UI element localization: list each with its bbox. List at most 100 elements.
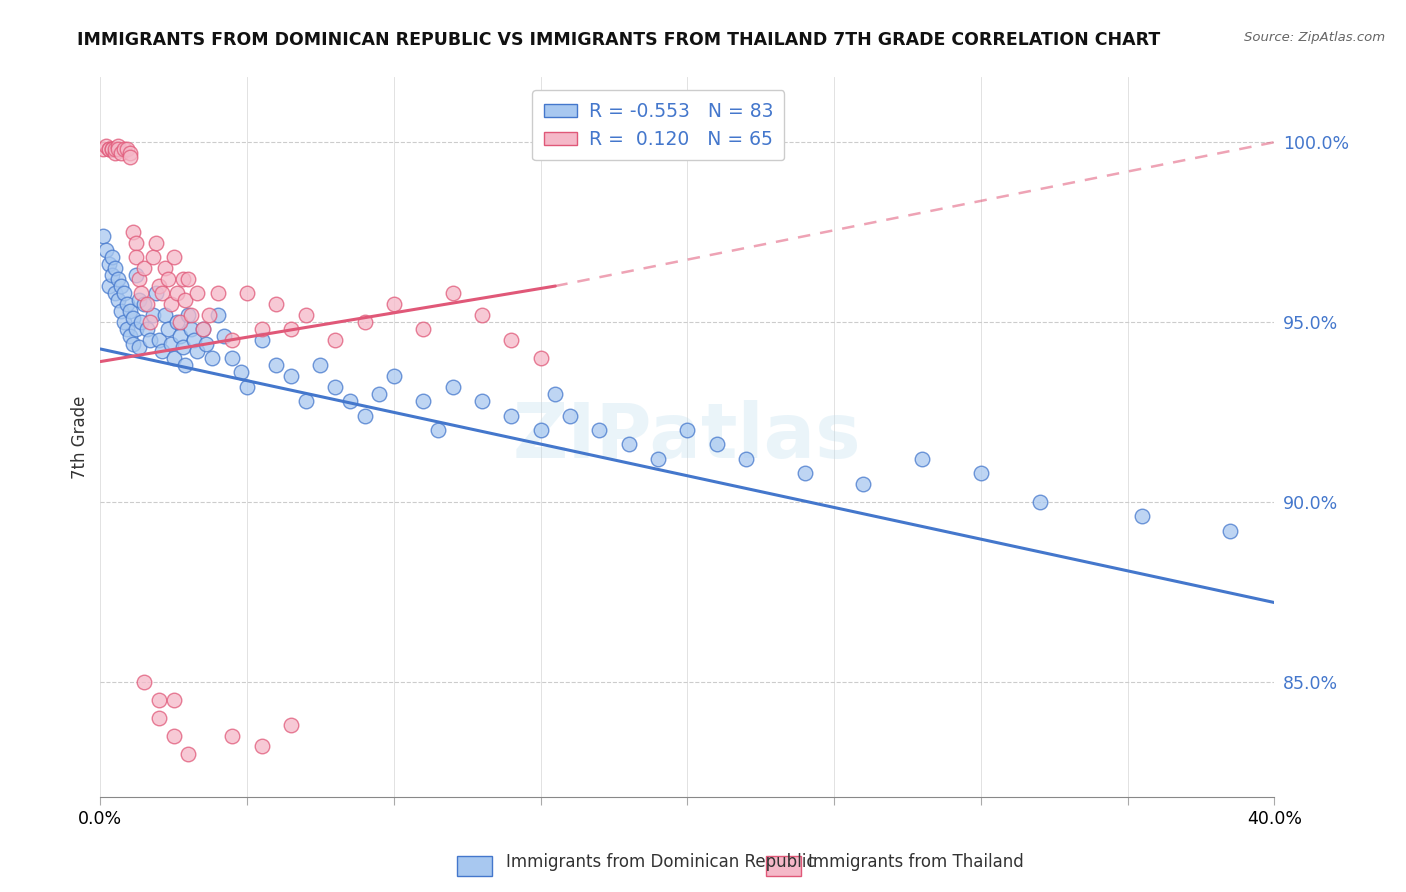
Point [91, 142, 114, 156]
Point [104, 261, 127, 276]
Point [174, 358, 197, 372]
Point [207, 286, 229, 301]
Point [501, 333, 523, 347]
Point [166, 286, 188, 301]
Point [112, 286, 135, 301]
Point [180, 322, 202, 336]
Point [186, 286, 208, 301]
Point [124, 322, 146, 336]
Text: Immigrants from Thailand: Immigrants from Thailand [808, 853, 1024, 871]
Point [101, 142, 124, 156]
Point [107, 138, 129, 153]
Point [339, 394, 361, 409]
Point [412, 322, 434, 336]
Point [280, 368, 302, 383]
Point [107, 142, 129, 156]
Point [115, 322, 138, 336]
Point [426, 423, 449, 437]
Point [110, 145, 132, 160]
Point [529, 351, 551, 365]
Point [191, 322, 214, 336]
Point [107, 272, 129, 286]
Point [139, 333, 162, 347]
Point [101, 250, 124, 264]
Point [1028, 495, 1050, 509]
Point [169, 315, 191, 329]
Point [250, 739, 273, 754]
Point [294, 394, 316, 409]
Point [191, 322, 214, 336]
Point [148, 333, 170, 347]
Point [124, 268, 146, 283]
Point [159, 297, 181, 311]
Point [180, 308, 202, 322]
Point [236, 380, 259, 394]
Point [145, 286, 167, 301]
Point [118, 145, 141, 160]
Point [101, 142, 124, 156]
Point [221, 333, 243, 347]
Point [98, 142, 121, 156]
Point [150, 343, 173, 358]
Point [852, 476, 875, 491]
Point [441, 380, 464, 394]
Point [309, 358, 332, 372]
Point [353, 315, 375, 329]
Point [266, 297, 288, 311]
Point [172, 340, 194, 354]
Point [134, 297, 156, 311]
Point [124, 250, 146, 264]
Point [250, 333, 273, 347]
Point [195, 336, 218, 351]
Point [131, 286, 153, 301]
Point [280, 322, 302, 336]
Point [145, 235, 167, 250]
Point [1219, 524, 1241, 538]
Point [353, 409, 375, 423]
Point [96, 138, 118, 153]
Point [128, 340, 150, 354]
Point [112, 315, 135, 329]
Point [112, 142, 135, 156]
Point [471, 394, 494, 409]
Point [177, 272, 200, 286]
Point [163, 250, 186, 264]
Point [107, 293, 129, 308]
Point [412, 394, 434, 409]
Point [118, 329, 141, 343]
Point [294, 308, 316, 322]
Point [647, 451, 669, 466]
Point [236, 286, 259, 301]
Point [323, 380, 346, 394]
Text: Source: ZipAtlas.com: Source: ZipAtlas.com [1244, 31, 1385, 45]
Point [323, 333, 346, 347]
Point [212, 329, 235, 343]
Point [207, 308, 229, 322]
Point [142, 250, 165, 264]
Point [131, 315, 153, 329]
Point [163, 729, 186, 743]
Point [128, 293, 150, 308]
Point [221, 729, 243, 743]
Point [118, 150, 141, 164]
Point [110, 279, 132, 293]
Point [156, 272, 179, 286]
Point [558, 409, 581, 423]
Point [104, 142, 127, 156]
Point [134, 261, 156, 276]
Point [183, 333, 205, 347]
Point [150, 286, 173, 301]
Point [142, 308, 165, 322]
Point [115, 297, 138, 311]
Point [91, 228, 114, 243]
Point [501, 409, 523, 423]
Point [793, 466, 815, 480]
Point [159, 336, 181, 351]
Point [121, 311, 143, 326]
Point [382, 297, 405, 311]
Point [166, 315, 188, 329]
Point [172, 272, 194, 286]
Point [124, 235, 146, 250]
Point [110, 304, 132, 318]
Point [148, 279, 170, 293]
